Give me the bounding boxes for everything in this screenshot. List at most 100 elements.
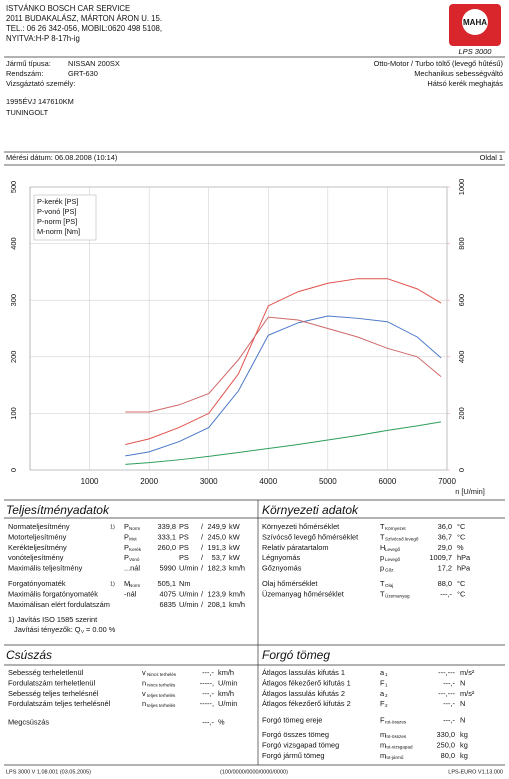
- footer-text: LPS 3000 V 1.08.001 (03.05.2005): [6, 769, 91, 775]
- value: 29,0: [438, 543, 452, 552]
- series-line: [125, 316, 442, 413]
- symbol-subscript: teljes terhelés: [147, 693, 176, 698]
- symbol-subscript: Üzemanyag: [385, 592, 410, 598]
- unit: kg: [460, 730, 468, 739]
- label: Környezeti hőmérséklet: [262, 522, 339, 531]
- y-tick-label: 0: [9, 468, 18, 472]
- label: Forgó összes tömeg: [262, 730, 329, 739]
- section-title: Csúszás: [6, 648, 52, 662]
- y-tick-label: 400: [9, 237, 18, 249]
- symbol: a: [380, 668, 385, 677]
- label: Kerékteljesítmény: [8, 543, 67, 552]
- section-title: Forgó tömeg: [262, 648, 330, 662]
- logo-subtitle: LPS 3000: [459, 47, 493, 56]
- label: Átlagos fékezőerő kifutás 2: [262, 699, 351, 708]
- value: 330,0: [437, 730, 456, 739]
- value: 6835: [160, 600, 176, 609]
- symbol: F: [380, 678, 385, 687]
- unit: kg: [460, 740, 468, 749]
- separator: /: [201, 553, 204, 562]
- unit: kg: [460, 751, 468, 760]
- unit: PS: [179, 532, 189, 541]
- unit: km/h: [229, 589, 245, 598]
- label: Átlagos lassulás kifutás 2: [262, 689, 345, 698]
- label: Relatív páratartalom: [262, 543, 329, 552]
- symbol-subscript: Levegő: [385, 557, 401, 562]
- company-line: ISTVÁNKO BOSCH CAR SERVICE: [6, 4, 130, 13]
- symbol: n: [142, 699, 146, 708]
- unit: N: [460, 716, 465, 725]
- symbol: T: [380, 579, 385, 588]
- y2-tick-label: 200: [457, 407, 466, 419]
- unit: U/min: [179, 589, 198, 598]
- y-tick-label: 500: [9, 181, 18, 193]
- y2-tick-label: 800: [457, 237, 466, 249]
- value: ---,-: [440, 589, 452, 598]
- symbol: T: [380, 522, 385, 531]
- symbol-subscript: 1: [385, 672, 388, 677]
- value: ---,-: [443, 678, 455, 687]
- symbol: T: [380, 532, 385, 541]
- value: 182,3: [208, 564, 227, 573]
- value: 505,1: [158, 579, 177, 588]
- value: -----,: [200, 678, 214, 687]
- symbol-subscript: Vonó: [129, 557, 140, 562]
- separator: /: [201, 532, 204, 541]
- logo-emblem: [462, 9, 488, 35]
- value: 88,0: [438, 579, 452, 588]
- symbol: ...nál: [124, 564, 140, 573]
- company-line: TEL.: 06 26 342-056, MOBIL:0620 498 5108…: [6, 24, 162, 33]
- unit: hPa: [457, 564, 471, 573]
- correction-factor: Javítási tényezők: Q: [14, 625, 81, 634]
- label: Forgatónyomaték: [8, 579, 66, 588]
- value: ---,-: [443, 716, 455, 725]
- value: 36,0: [438, 522, 452, 531]
- value: ---,---: [438, 689, 455, 698]
- symbol-subscript: 2: [385, 693, 388, 698]
- x-axis-title: n [U/min]: [455, 487, 485, 496]
- symbol: v: [142, 689, 146, 698]
- legend-entry: P-norm [PS]: [37, 217, 77, 226]
- unit: PS: [179, 553, 189, 562]
- unit: %: [218, 718, 225, 727]
- symbol: p: [380, 553, 384, 562]
- unit: m/s²: [460, 689, 475, 698]
- value: ---,-: [443, 699, 455, 708]
- x-tick-label: 2000: [140, 477, 158, 486]
- label: Légnyomás: [262, 553, 301, 562]
- value: 4075: [160, 589, 176, 598]
- unit: PS: [179, 543, 189, 552]
- plot-area: [29, 186, 448, 471]
- label: Megcsúszás: [8, 718, 49, 727]
- label: vonóteljesítmény: [8, 553, 64, 562]
- label: Sebesség teljes terhelésnél: [8, 689, 99, 698]
- symbol-subscript: Norm: [129, 583, 140, 588]
- footnote-mark: 1): [110, 524, 115, 530]
- unit: kW: [229, 543, 240, 552]
- x-tick-label: 1000: [81, 477, 99, 486]
- symbol-subscript: rot-összes: [385, 734, 407, 739]
- value: ---,-: [202, 718, 214, 727]
- symbol: m: [380, 751, 386, 760]
- symbol-subscript: Környezet: [385, 526, 406, 531]
- measurement-date: Mérési dátum: 06.08.2008 (10:14): [6, 153, 117, 162]
- value: 245,0: [208, 532, 227, 541]
- value: 333,1: [158, 532, 177, 541]
- unit: N: [460, 699, 465, 708]
- label: Gőznyomás: [262, 564, 302, 573]
- unit: U/min: [179, 600, 198, 609]
- value: ---,-: [202, 668, 214, 677]
- symbol: P: [124, 543, 129, 552]
- unit: km/h: [218, 668, 234, 677]
- series-line: [125, 421, 442, 465]
- value: 250,0: [437, 740, 456, 749]
- symbol-subscript: rot-összes: [385, 720, 407, 725]
- value: 80,0: [441, 751, 455, 760]
- vehicle-label: Rendszám:: [6, 69, 43, 78]
- label: Maximális forgatónyomaték: [8, 589, 98, 598]
- vehicle-value: NISSAN 200SX: [68, 59, 120, 68]
- label: Motorteljesítmény: [8, 532, 67, 541]
- unit: N: [460, 678, 465, 687]
- series-line: [125, 278, 442, 446]
- symbol-subscript: 1: [385, 682, 388, 687]
